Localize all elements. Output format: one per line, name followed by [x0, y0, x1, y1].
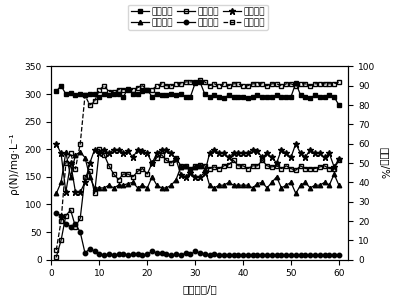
进水氨氮: [126, 87, 131, 90]
出水础氮: [150, 250, 154, 253]
进水氨氮: [54, 89, 59, 93]
出水亚氮: [140, 167, 145, 170]
出水亚氮: [150, 161, 154, 165]
Legend: 进水氨氮, 出水氨氮, 出水亚氮, 出水础氮, 氨氧化率, 亚础化率: 进水氨氮, 出水氨氮, 出水亚氮, 出水础氮, 氨氧化率, 亚础化率: [128, 5, 268, 30]
出水础氮: [131, 252, 135, 256]
出水亚氮: [236, 164, 241, 168]
Line: 亚础化率: 亚础化率: [54, 78, 341, 252]
出水础氮: [140, 253, 145, 257]
亚础化率: [135, 86, 140, 89]
进水氨氮: [236, 95, 241, 99]
出水亚氮: [337, 159, 341, 162]
出水氨氮: [337, 183, 341, 187]
出水亚氮: [154, 156, 159, 159]
出水氨氮: [150, 175, 154, 179]
Line: 出水氨氮: 出水氨氮: [54, 150, 341, 196]
出水础氮: [236, 253, 241, 257]
氨氧化率: [236, 152, 241, 155]
出水氨氮: [107, 183, 111, 187]
出水亚氮: [97, 147, 102, 151]
进水氨氮: [337, 103, 341, 107]
Y-axis label: ρ(N)/mg·L⁻¹: ρ(N)/mg·L⁻¹: [9, 132, 19, 194]
氨氧化率: [54, 142, 59, 146]
出水础氮: [102, 253, 107, 257]
亚础化率: [145, 88, 150, 92]
进水氨氮: [145, 88, 150, 92]
X-axis label: 运行周期/个: 运行周期/个: [183, 284, 217, 294]
氨氧化率: [63, 190, 68, 194]
Y-axis label: 百分率/%: 百分率/%: [379, 147, 389, 179]
出水础氮: [107, 252, 111, 256]
亚础化率: [150, 88, 154, 92]
出水亚氮: [54, 255, 59, 259]
出水亚氮: [107, 164, 111, 168]
出水氨氮: [54, 192, 59, 195]
氨氧化率: [337, 157, 341, 161]
进水氨氮: [102, 92, 107, 96]
出水氨氮: [63, 150, 68, 154]
进水氨氮: [135, 92, 140, 96]
亚础化率: [198, 78, 202, 82]
Line: 氨氧化率: 氨氧化率: [53, 140, 343, 195]
氨氧化率: [140, 150, 145, 153]
氨氧化率: [131, 156, 135, 159]
出水础氮: [154, 251, 159, 255]
亚础化率: [102, 84, 107, 88]
亚础化率: [126, 88, 131, 92]
Line: 出水亚氮: 出水亚氮: [54, 147, 341, 259]
进水氨氮: [150, 95, 154, 99]
Line: 进水氨氮: 进水氨氮: [54, 80, 341, 107]
出水氨氮: [154, 183, 159, 187]
氨氧化率: [107, 152, 111, 155]
亚础化率: [236, 82, 241, 86]
出水础氮: [337, 253, 341, 257]
出水氨氮: [131, 181, 135, 184]
进水氨氮: [198, 80, 202, 84]
氨氧化率: [154, 152, 159, 155]
出水氨氮: [140, 183, 145, 187]
出水亚氮: [131, 175, 135, 179]
亚础化率: [54, 248, 59, 252]
出水氨氮: [236, 183, 241, 187]
氨氧化率: [150, 161, 154, 165]
亚础化率: [337, 80, 341, 84]
出水础氮: [54, 211, 59, 215]
Line: 出水础氮: 出水础氮: [54, 210, 341, 258]
